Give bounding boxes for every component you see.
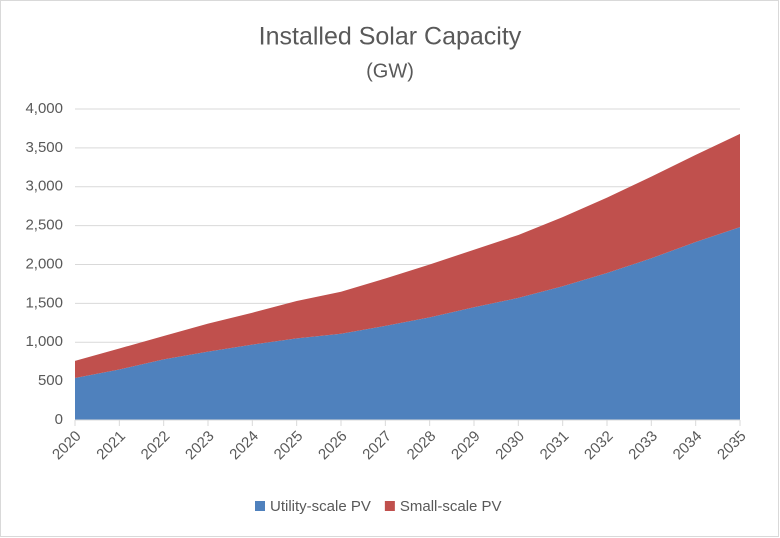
chart-title: Installed Solar Capacity bbox=[259, 23, 522, 51]
y-tick-label: 500 bbox=[38, 372, 63, 389]
y-tick-label: 1,000 bbox=[25, 333, 63, 350]
legend-label: Small-scale PV bbox=[400, 498, 502, 515]
legend-swatch bbox=[384, 501, 395, 511]
y-tick-label: 4,000 bbox=[25, 100, 63, 117]
y-tick-label: 3,000 bbox=[25, 178, 63, 195]
legend-swatch bbox=[255, 501, 265, 511]
area bbox=[75, 227, 740, 420]
y-tick-label: 3,500 bbox=[25, 139, 63, 156]
y-tick-label: 2,500 bbox=[25, 217, 63, 234]
y-tick-label: 0 bbox=[55, 411, 63, 428]
y-tick-label: 2,000 bbox=[25, 255, 63, 272]
chart-subtitle: (GW) bbox=[366, 60, 414, 82]
area bbox=[75, 133, 740, 379]
legend-label: Utility-scale PV bbox=[270, 498, 371, 515]
y-tick-label: 1,500 bbox=[25, 294, 63, 311]
